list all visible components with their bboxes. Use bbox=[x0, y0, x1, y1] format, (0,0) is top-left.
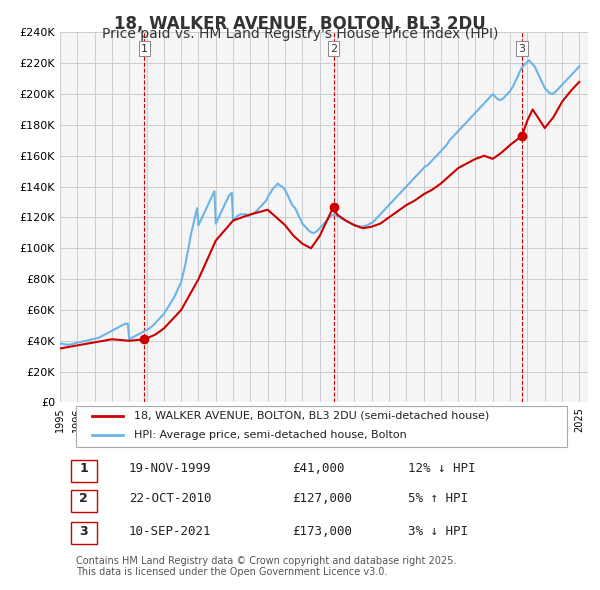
Text: 1: 1 bbox=[79, 462, 88, 475]
Text: 3: 3 bbox=[79, 525, 88, 538]
Text: £173,000: £173,000 bbox=[292, 525, 352, 538]
Text: 3: 3 bbox=[518, 44, 526, 54]
Text: 12% ↓ HPI: 12% ↓ HPI bbox=[409, 462, 476, 475]
Text: 2: 2 bbox=[330, 44, 337, 54]
Text: HPI: Average price, semi-detached house, Bolton: HPI: Average price, semi-detached house,… bbox=[134, 431, 407, 440]
Text: 22-OCT-2010: 22-OCT-2010 bbox=[128, 493, 211, 506]
Text: Price paid vs. HM Land Registry's House Price Index (HPI): Price paid vs. HM Land Registry's House … bbox=[102, 27, 498, 41]
FancyBboxPatch shape bbox=[71, 522, 97, 545]
Text: Contains HM Land Registry data © Crown copyright and database right 2025.
This d: Contains HM Land Registry data © Crown c… bbox=[76, 556, 456, 577]
Text: 18, WALKER AVENUE, BOLTON, BL3 2DU (semi-detached house): 18, WALKER AVENUE, BOLTON, BL3 2DU (semi… bbox=[134, 411, 489, 421]
FancyBboxPatch shape bbox=[76, 406, 567, 447]
Text: £127,000: £127,000 bbox=[292, 493, 352, 506]
Text: 1: 1 bbox=[141, 44, 148, 54]
Text: 3% ↓ HPI: 3% ↓ HPI bbox=[409, 525, 469, 538]
Text: 18, WALKER AVENUE, BOLTON, BL3 2DU: 18, WALKER AVENUE, BOLTON, BL3 2DU bbox=[114, 15, 486, 33]
Text: 2: 2 bbox=[79, 493, 88, 506]
Text: 10-SEP-2021: 10-SEP-2021 bbox=[128, 525, 211, 538]
Text: 5% ↑ HPI: 5% ↑ HPI bbox=[409, 493, 469, 506]
FancyBboxPatch shape bbox=[71, 490, 97, 512]
Text: 19-NOV-1999: 19-NOV-1999 bbox=[128, 462, 211, 475]
FancyBboxPatch shape bbox=[71, 460, 97, 482]
Text: £41,000: £41,000 bbox=[292, 462, 345, 475]
